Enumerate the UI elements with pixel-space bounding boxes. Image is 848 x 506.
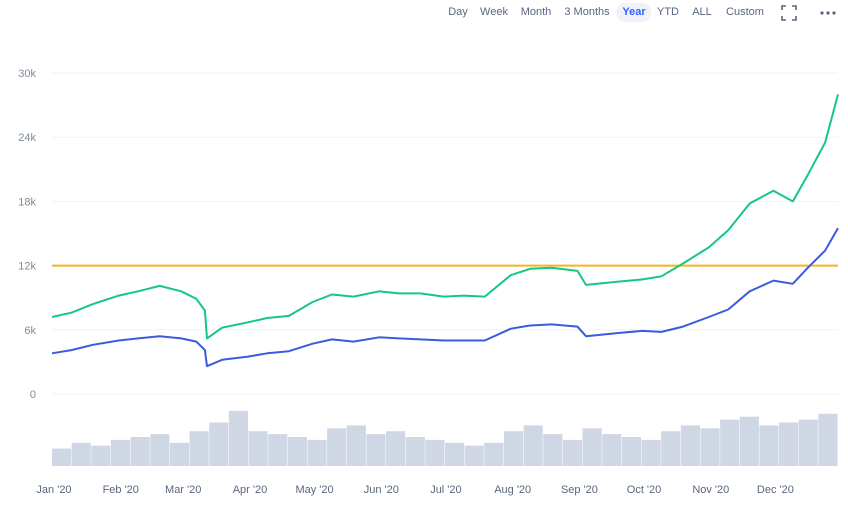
range-day-button[interactable]: Day [448, 6, 468, 18]
y-tick-label: 0 [30, 389, 36, 401]
volume-bar [503, 431, 524, 466]
volume-bar [287, 437, 307, 466]
range-custom-button[interactable]: Custom [726, 6, 764, 18]
volume-bar [464, 445, 484, 466]
volume-bar [405, 437, 425, 466]
volume-bar [661, 431, 681, 466]
volume-bar [366, 434, 386, 466]
volume-bar [543, 434, 563, 466]
x-tick-label: Oct '20 [627, 484, 662, 496]
x-tick-label: Sep '20 [561, 484, 598, 496]
volume-bar [445, 442, 465, 466]
volume-bar [523, 425, 543, 466]
x-tick-label: Jan '20 [36, 484, 71, 496]
range-ytd-button[interactable]: YTD [657, 6, 679, 18]
volume-bar [641, 439, 661, 466]
volume-bar [189, 431, 209, 466]
y-tick-label: 30k [18, 68, 36, 80]
more-options-icon[interactable] [818, 3, 838, 23]
volume-bar [759, 425, 779, 466]
volume-bar [209, 422, 229, 466]
volume-bar [228, 410, 248, 466]
x-tick-label: Nov '20 [692, 484, 729, 496]
volume-bar [169, 442, 190, 466]
volume-bar [720, 419, 740, 466]
volume-bar [91, 445, 111, 466]
range-month-button[interactable]: Month [520, 6, 552, 18]
volume-bar [346, 425, 366, 466]
volume-bar [307, 439, 327, 466]
volume-bar [739, 416, 759, 466]
x-tick-label: Aug '20 [494, 484, 531, 496]
series-line-green [51, 94, 839, 340]
x-tick-label: Apr '20 [233, 484, 268, 496]
y-tick-label: 18k [18, 196, 36, 208]
x-tick-label: Dec '20 [757, 484, 794, 496]
x-tick-label: Jul '20 [430, 484, 461, 496]
volume-bar [798, 419, 818, 466]
x-tick-label: Jun '20 [364, 484, 399, 496]
volume-bar [248, 431, 268, 466]
volume-bar [602, 434, 622, 466]
time-range-toolbar: Day Week Month 3 Months Year YTD ALL Cus… [0, 0, 848, 26]
volume-bar [621, 437, 641, 466]
x-tick-label: May '20 [295, 484, 333, 496]
volume-bar [680, 425, 700, 466]
volume-bar [484, 442, 504, 466]
y-tick-label: 6k [24, 325, 36, 337]
volume-bar [562, 439, 583, 466]
range-3months-button[interactable]: 3 Months [564, 6, 610, 18]
y-tick-label: 24k [18, 132, 36, 144]
volume-bar [818, 413, 838, 466]
x-tick-label: Mar '20 [165, 484, 201, 496]
volume-bar [425, 439, 445, 466]
volume-bar [52, 448, 72, 466]
x-tick-label: Feb '20 [103, 484, 139, 496]
volume-bar [700, 428, 720, 466]
range-year-button[interactable]: Year [616, 3, 652, 22]
volume-bar [779, 422, 799, 466]
volume-bar [150, 434, 170, 466]
volume-bar [386, 431, 406, 466]
y-tick-label: 12k [18, 261, 36, 273]
volume-bar [110, 439, 131, 466]
volume-bar [130, 437, 150, 466]
series-line-blue [51, 227, 839, 368]
fullscreen-icon[interactable] [780, 3, 798, 23]
volume-bar [327, 428, 347, 466]
volume-bar [582, 428, 602, 466]
range-week-button[interactable]: Week [480, 6, 508, 18]
volume-bar [71, 442, 91, 466]
volume-bar [268, 434, 288, 466]
range-all-button[interactable]: ALL [692, 6, 712, 18]
